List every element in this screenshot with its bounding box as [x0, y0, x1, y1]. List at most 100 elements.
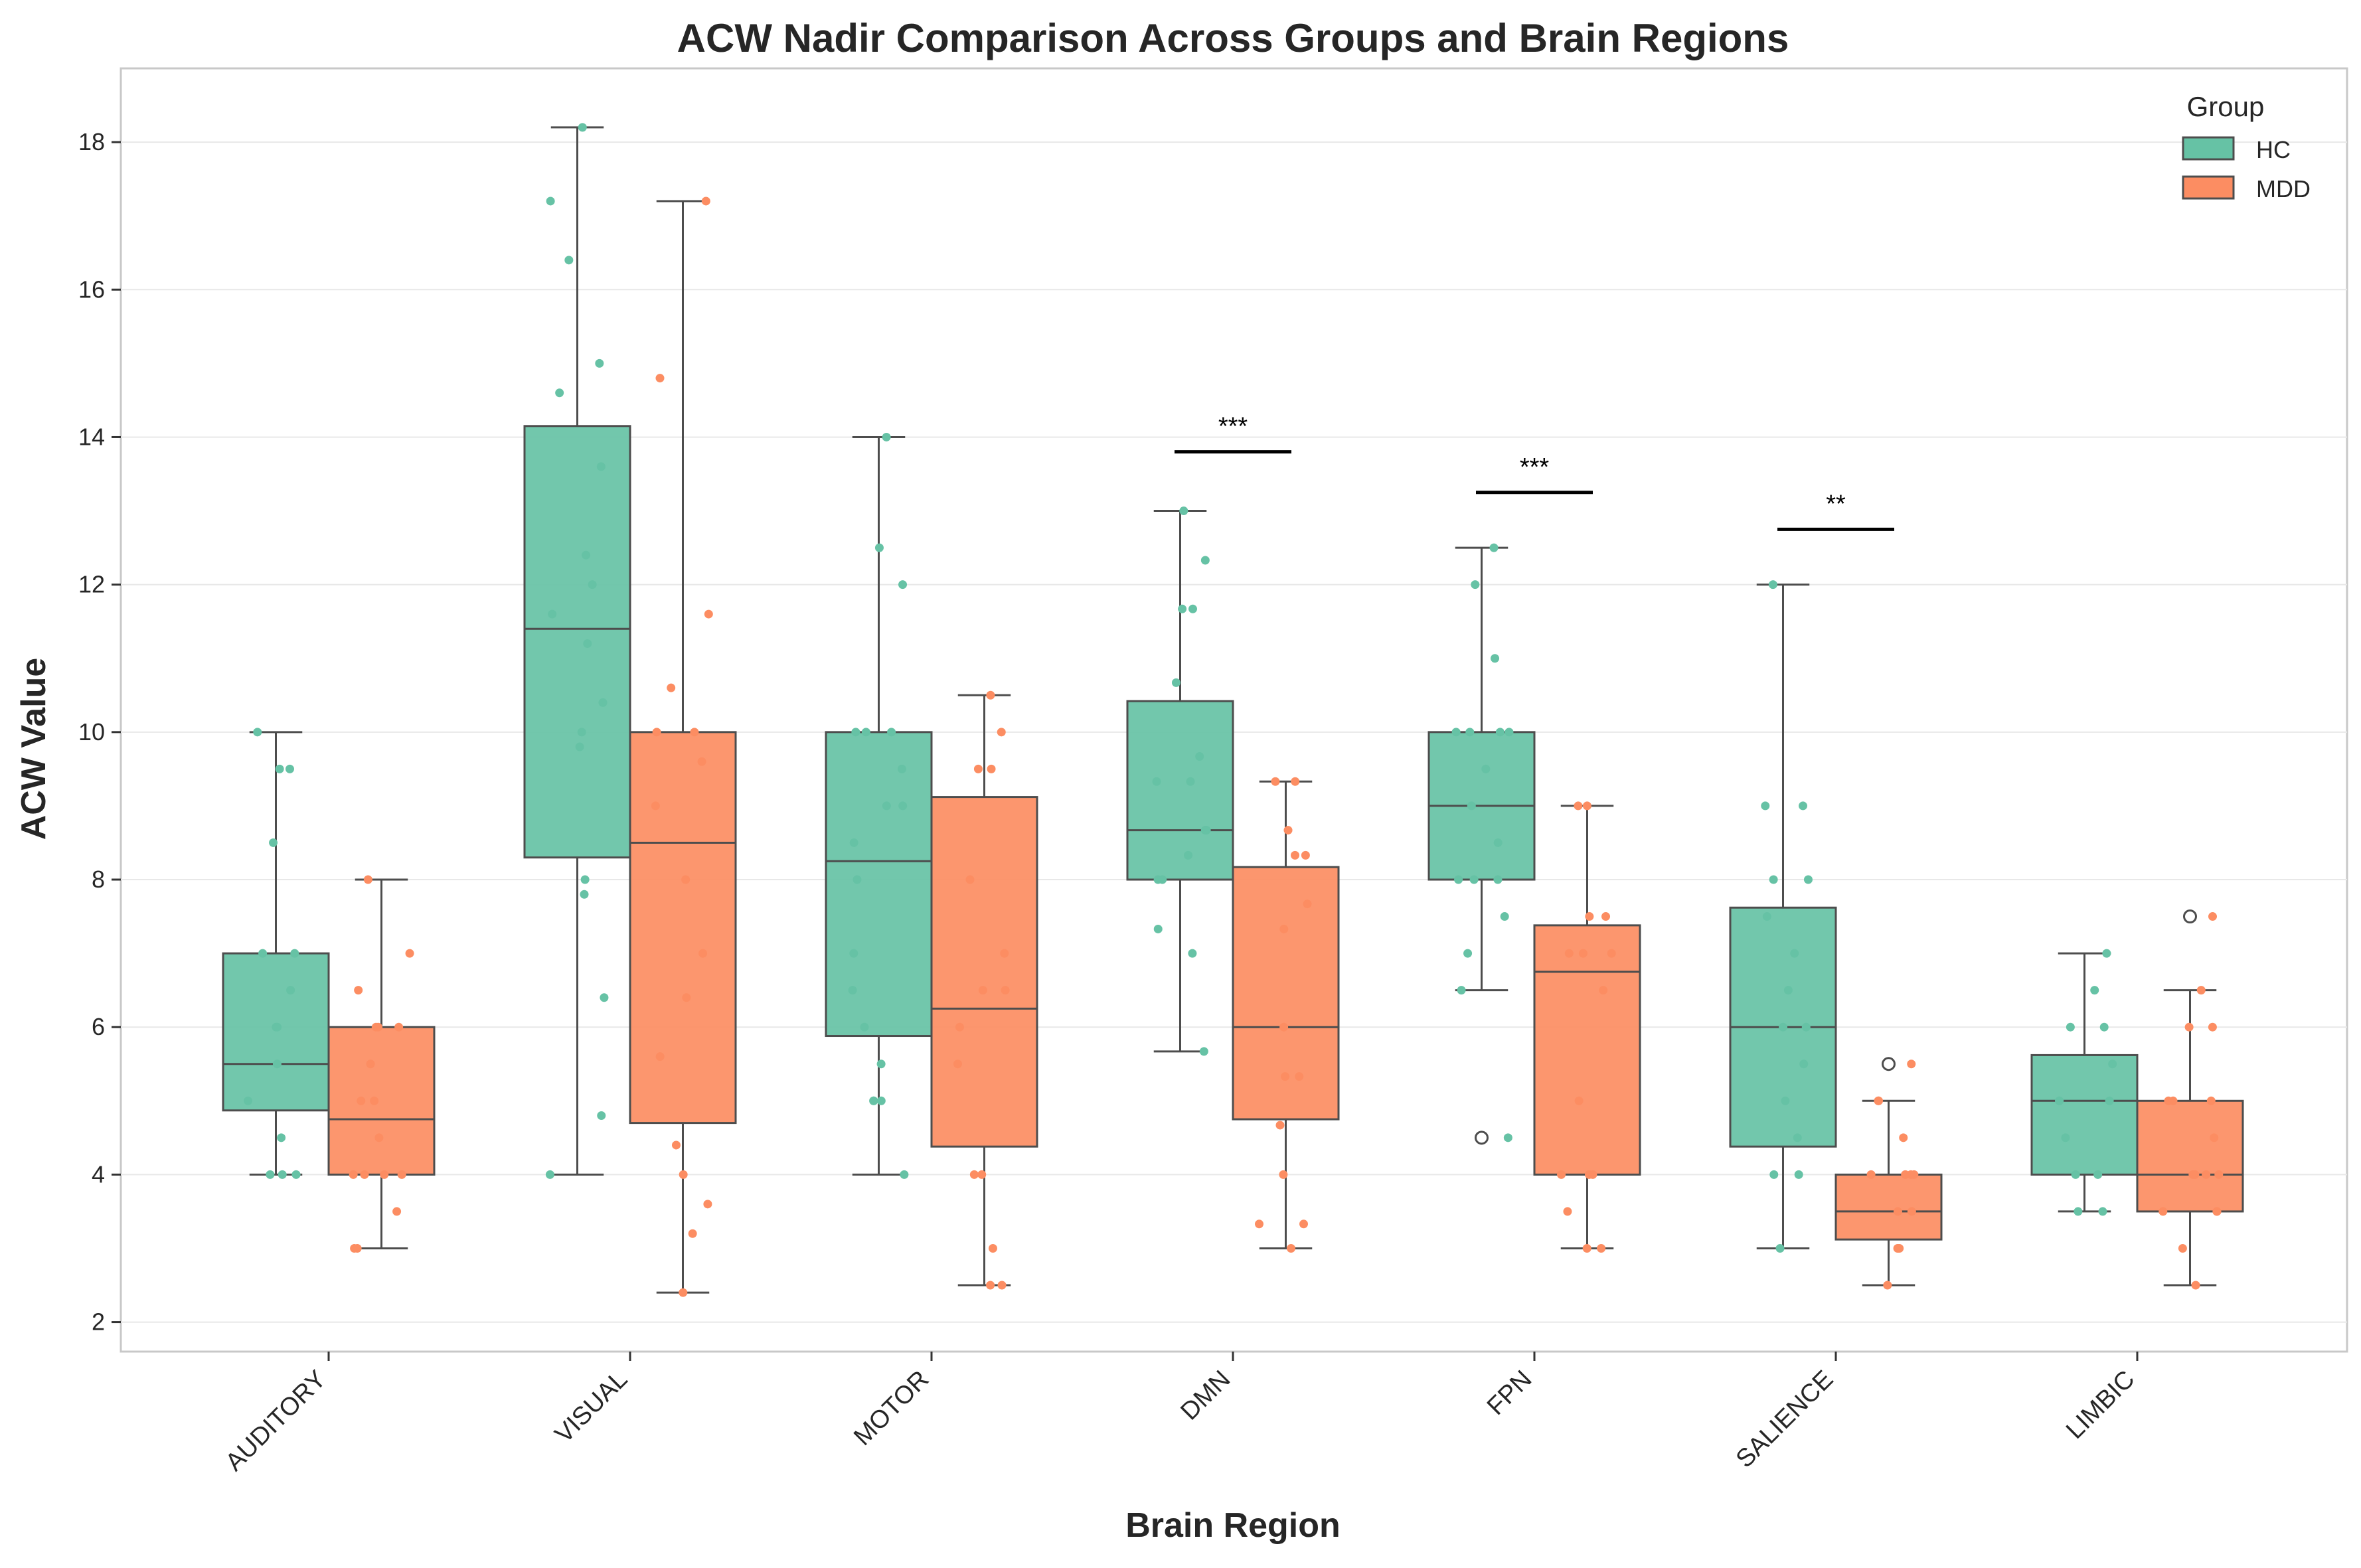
data-point-mdd: [1281, 1072, 1290, 1081]
data-point-hc: [286, 986, 295, 995]
y-axis-label: ACW Value: [15, 658, 53, 840]
data-point-mdd: [986, 1281, 995, 1290]
data-point-mdd: [986, 690, 995, 700]
data-point-mdd: [1291, 850, 1300, 860]
data-point-mdd: [1899, 1133, 1908, 1142]
data-point-hc: [1503, 1133, 1512, 1142]
data-point-mdd: [1907, 1207, 1916, 1216]
data-point-hc: [1188, 949, 1197, 958]
data-point-mdd: [988, 1243, 997, 1253]
data-point-hc: [876, 1096, 886, 1105]
data-point-hc: [285, 764, 294, 773]
legend-label-hc: HC: [2256, 136, 2291, 163]
data-point-hc: [269, 838, 278, 847]
data-point-hc: [258, 949, 268, 958]
data-point-hc: [1779, 1022, 1788, 1032]
iqr-box: [629, 731, 737, 1125]
data-point-hc: [2061, 1133, 2070, 1142]
data-point-hc: [1762, 912, 1771, 921]
x-tick-label-auditory: AUDITORY: [220, 1366, 332, 1477]
data-point-hc: [882, 432, 891, 441]
data-point-hc: [2099, 1022, 2109, 1032]
data-point-hc: [1799, 1059, 1809, 1069]
data-point-hc: [1199, 1047, 1208, 1056]
data-point-hc: [876, 1059, 886, 1069]
data-point-mdd: [366, 1059, 375, 1069]
data-point-hc: [887, 728, 896, 737]
data-point-hc: [275, 764, 284, 773]
data-point-mdd: [987, 764, 996, 773]
data-point-mdd: [969, 1170, 979, 1179]
data-point-mdd: [2188, 1170, 2198, 1179]
data-point-mdd: [1001, 986, 1010, 995]
iqr-box: [1232, 866, 1340, 1121]
iqr-box: [327, 1026, 436, 1176]
data-point-hc: [1158, 875, 1167, 884]
data-point-hc: [1454, 875, 1463, 884]
data-point-mdd: [2196, 986, 2206, 995]
data-point-hc: [897, 764, 906, 773]
data-point-mdd: [1279, 1022, 1289, 1032]
data-point-hc: [849, 838, 858, 847]
data-points: [244, 123, 2224, 1297]
x-axis-label: Brain Region: [1125, 1506, 1341, 1545]
data-point-mdd: [655, 374, 665, 383]
data-point-mdd: [682, 993, 691, 1002]
data-point-hc: [1153, 924, 1163, 933]
data-point-mdd: [1599, 986, 1608, 995]
x-tick-label-limbic: LIMBIC: [2061, 1366, 2140, 1445]
data-point-mdd: [349, 1170, 358, 1179]
data-point-hc: [1200, 826, 1210, 835]
data-point-mdd: [374, 1133, 384, 1142]
data-point-mdd: [1279, 1170, 1288, 1179]
data-point-mdd: [1578, 949, 1588, 958]
box-mdd-limbic: [2136, 909, 2244, 1287]
significance-annotations: ********: [1175, 413, 1894, 531]
data-point-mdd: [1303, 900, 1312, 909]
data-point-mdd: [977, 1170, 987, 1179]
data-point-hc: [596, 462, 606, 471]
iqr-box: [2136, 1099, 2244, 1213]
data-point-hc: [900, 1170, 909, 1179]
data-point-mdd: [679, 1288, 688, 1297]
data-point-mdd: [688, 1229, 697, 1238]
data-point-mdd: [1883, 1281, 1892, 1290]
data-point-hc: [2074, 1207, 2083, 1216]
data-point-hc: [272, 1059, 282, 1069]
data-point-hc: [898, 801, 908, 811]
data-point-hc: [278, 1170, 287, 1179]
y-tick-label: 12: [78, 571, 105, 598]
data-point-mdd: [978, 986, 987, 995]
data-point-hc: [1493, 838, 1503, 847]
iqr-box: [2030, 1054, 2139, 1176]
data-point-hc: [1500, 912, 1509, 921]
data-point-hc: [575, 742, 584, 751]
data-point-mdd: [2158, 1207, 2168, 1216]
y-tick-label: 6: [92, 1013, 105, 1040]
x-tick-label-salience: SALIENCE: [1731, 1366, 1839, 1474]
data-point-mdd: [701, 196, 710, 206]
y-tick-label: 18: [78, 128, 105, 155]
data-point-mdd: [698, 949, 708, 958]
data-point-hc: [1493, 875, 1503, 884]
data-point-hc: [277, 1133, 286, 1142]
data-point-mdd: [655, 1052, 665, 1061]
data-point-mdd: [1000, 949, 1009, 958]
data-point-hc: [555, 388, 564, 398]
data-point-hc: [1152, 777, 1161, 786]
data-point-mdd: [1874, 1096, 1883, 1105]
significance-label-salience: **: [1826, 490, 1846, 518]
data-point-mdd: [1301, 850, 1310, 860]
data-point-mdd: [2184, 1022, 2194, 1032]
data-point-mdd: [1894, 1243, 1903, 1253]
data-point-hc: [2098, 1207, 2107, 1216]
data-point-mdd: [405, 949, 414, 958]
data-point-mdd: [1893, 1207, 1902, 1216]
data-point-hc: [2102, 949, 2111, 958]
box-mdd-motor: [930, 694, 1038, 1287]
data-point-mdd: [2191, 1281, 2200, 1290]
data-point-hc: [266, 1170, 275, 1179]
data-point-mdd: [1283, 826, 1293, 835]
box-hc-fpn: [1427, 546, 1536, 1145]
legend: Group HC MDD: [2182, 91, 2311, 202]
